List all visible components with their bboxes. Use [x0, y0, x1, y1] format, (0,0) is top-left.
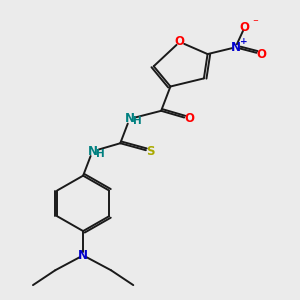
Text: +: + [240, 37, 248, 46]
Text: N: N [78, 249, 88, 262]
Text: N: N [87, 145, 98, 158]
Text: O: O [184, 112, 194, 125]
Text: N: N [124, 112, 135, 125]
Text: H: H [134, 116, 142, 126]
Text: O: O [240, 21, 250, 34]
Text: O: O [175, 35, 185, 48]
Text: H: H [96, 148, 105, 158]
Text: S: S [146, 145, 154, 158]
Text: O: O [256, 48, 266, 61]
Text: N: N [230, 41, 241, 54]
Text: ⁻: ⁻ [252, 18, 258, 28]
